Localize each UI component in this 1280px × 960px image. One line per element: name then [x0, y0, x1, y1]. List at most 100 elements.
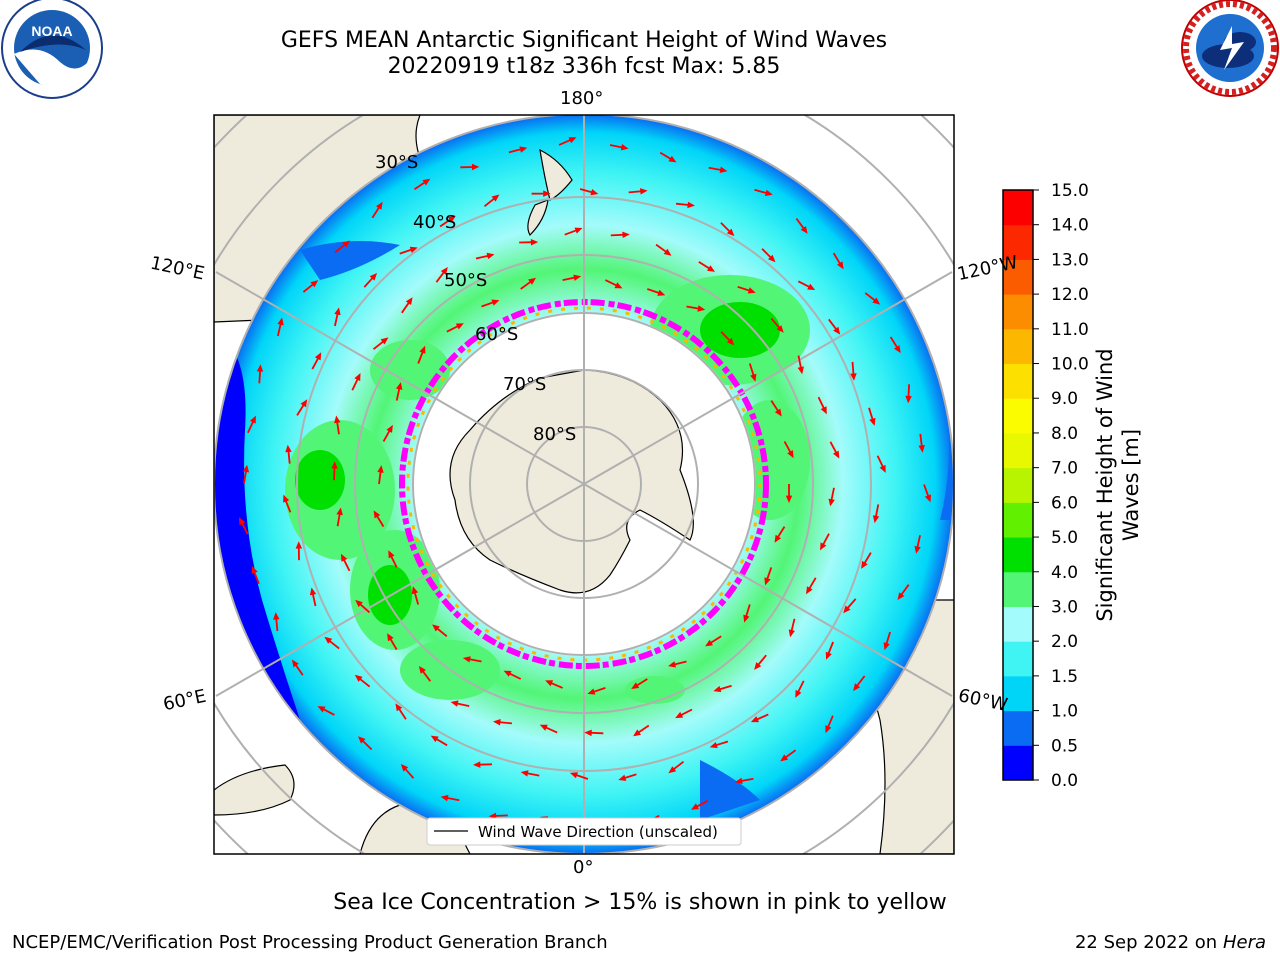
wave-arrow-head	[869, 417, 876, 426]
wave-arrow-head	[450, 700, 459, 707]
wave-arrow-head	[663, 248, 672, 256]
wave-arrow-head	[409, 246, 418, 253]
colorbar-tick-label: 15.0	[1051, 181, 1089, 201]
wave-arrow-head	[411, 586, 419, 595]
wave-arrow-head	[396, 382, 403, 390]
wave-arrow	[679, 708, 693, 717]
colorbar-swatch	[1003, 710, 1033, 746]
wave-arrow-head	[334, 307, 341, 316]
wave-arrow-head	[853, 683, 861, 692]
wave-arrow-head	[894, 345, 901, 354]
colorbar-swatch	[1003, 571, 1033, 607]
wave-arrow-head	[419, 345, 426, 354]
wave-arrow-head	[795, 689, 802, 698]
wave-arrow-head	[587, 688, 596, 695]
colorbar-swatch	[1003, 675, 1033, 712]
sea-ice-note: Sea Ice Concentration > 15% is shown in …	[333, 890, 947, 915]
footer-date: 22 Sep 2022 on Hera	[1075, 932, 1266, 953]
wave-arrow-head	[797, 366, 804, 375]
wave-arrow-head	[503, 670, 512, 677]
colorbar-tick-label: 5.0	[1051, 528, 1078, 548]
wave-arrow-head	[440, 794, 449, 802]
colorbar-swatch	[1003, 328, 1033, 365]
wave-arrow	[783, 749, 797, 760]
wave-arrow-head	[543, 190, 551, 197]
wave-arrow	[258, 369, 262, 384]
wave-arrow	[401, 300, 411, 314]
footer-machine: Hera	[1222, 932, 1266, 953]
colorbar-swatch	[1003, 641, 1033, 677]
wave-arrow-head	[285, 444, 292, 453]
wave-arrow-head	[251, 566, 258, 575]
wave-arrow-head	[883, 642, 890, 651]
wave-arrow-head	[358, 736, 366, 744]
wave-arrow	[628, 190, 643, 194]
wave-arrow-head	[354, 373, 361, 382]
wave-arrow	[821, 533, 830, 547]
wave-arrow-head	[726, 337, 735, 346]
wave-arrow-head	[828, 498, 835, 507]
colorbar-swatch	[1003, 294, 1033, 330]
wave-arrow-head	[820, 542, 827, 551]
wave-arrow-head	[691, 803, 699, 810]
wave-arrow-head	[774, 408, 782, 417]
wave-arrow	[327, 639, 340, 650]
wave-arrow-head	[256, 364, 264, 372]
wave-arrow-head	[573, 274, 582, 281]
wave-arrow-head	[825, 651, 832, 660]
colorbar-tick-label: 10.0	[1051, 355, 1089, 375]
wave-arrow	[544, 725, 558, 734]
wave-arrow	[549, 681, 563, 689]
wave-arrow-head	[369, 273, 377, 281]
colorbar: 0.0 0.5 1.0 1.5 2.0 3.0 4.0 5.0 6.0 7.0 8.0 9.0 10.0…	[1002, 181, 1089, 791]
wave-arrow-head	[668, 661, 676, 668]
wave-arrow-head	[283, 494, 290, 503]
wave-arrow	[790, 618, 796, 633]
wave-arrow-head	[924, 494, 931, 503]
colorbar-tick-label: 6.0	[1051, 493, 1078, 513]
map-panel: Wind Wave Direction (unscaled)	[214, 115, 954, 854]
wave-arrow	[481, 300, 496, 308]
wave-arrow-head	[754, 662, 762, 670]
wave-arrow-head	[300, 399, 308, 408]
wave-arrow-head	[380, 337, 389, 345]
wave-arrow	[605, 279, 619, 288]
colorbar-swatch	[1003, 537, 1033, 573]
wave-arrow-head	[825, 725, 832, 734]
wave-arrow-head	[743, 614, 750, 623]
wave-arrow-head	[590, 189, 599, 196]
wave-arrow-head	[568, 137, 577, 144]
wave-arrow-head	[314, 352, 322, 361]
wave-arrow-head	[734, 777, 743, 784]
wave-arrow-head	[707, 265, 715, 272]
wave-arrow-head	[239, 517, 246, 526]
lat-label-60s: 60°S	[475, 324, 519, 345]
wave-arrow-head	[528, 277, 536, 285]
wave-arrow	[708, 166, 723, 172]
wave-arrow-head	[324, 636, 333, 644]
wave-arrow-head	[709, 742, 718, 749]
graticule	[214, 115, 954, 854]
map-frame	[213, 114, 955, 855]
wave-arrow-head	[388, 550, 395, 559]
wave-arrow-head	[373, 510, 381, 519]
wave-arrow-head	[622, 231, 630, 238]
wave-arrow	[827, 641, 834, 656]
wave-arrow	[832, 252, 842, 266]
wave-arrow	[284, 498, 292, 513]
colorbar-swatch	[1003, 363, 1033, 399]
land-new-zealand	[527, 148, 573, 236]
wave-arrow-head	[843, 605, 851, 614]
colorbar-swatch	[1003, 398, 1033, 434]
wave-arrow-head	[491, 194, 500, 202]
wave-arrow-head	[806, 586, 813, 595]
wave-arrow-head	[820, 406, 827, 415]
colorbar-tick-label: 1.5	[1051, 667, 1078, 687]
colorbar-swatch	[1003, 190, 1033, 226]
colorbar-tick-label: 2.0	[1051, 632, 1078, 652]
wave-arrow	[321, 707, 335, 716]
wave-arrow-head	[455, 323, 464, 330]
wave-arrow	[830, 487, 835, 502]
wave-arrow-head	[764, 189, 773, 196]
wave-arrow-head	[473, 761, 481, 768]
